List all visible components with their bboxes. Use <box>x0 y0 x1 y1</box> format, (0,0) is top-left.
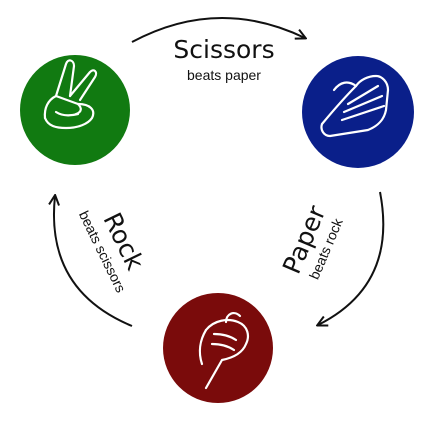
scissors-hand-icon <box>43 59 98 130</box>
paper-label: Paper beats rock <box>277 201 346 282</box>
paper-hand-icon <box>320 74 390 138</box>
scissors-circle <box>20 55 130 165</box>
rock-node <box>163 293 273 403</box>
scissors-label: Scissors beats paper <box>173 35 274 83</box>
arrow-paper-to-rock <box>318 191 385 325</box>
arrow-rock-to-scissors <box>54 196 133 327</box>
arrow-scissors-to-paper <box>131 17 305 43</box>
scissors-subtitle: beats paper <box>187 67 261 83</box>
paper-circle <box>302 56 414 168</box>
rock-fist-icon <box>198 312 249 390</box>
scissors-node <box>20 55 130 165</box>
scissors-title: Scissors <box>173 35 274 64</box>
rock-label: Rock beats scissors <box>76 208 150 295</box>
rock-circle <box>163 293 273 403</box>
paper-node <box>302 56 414 168</box>
